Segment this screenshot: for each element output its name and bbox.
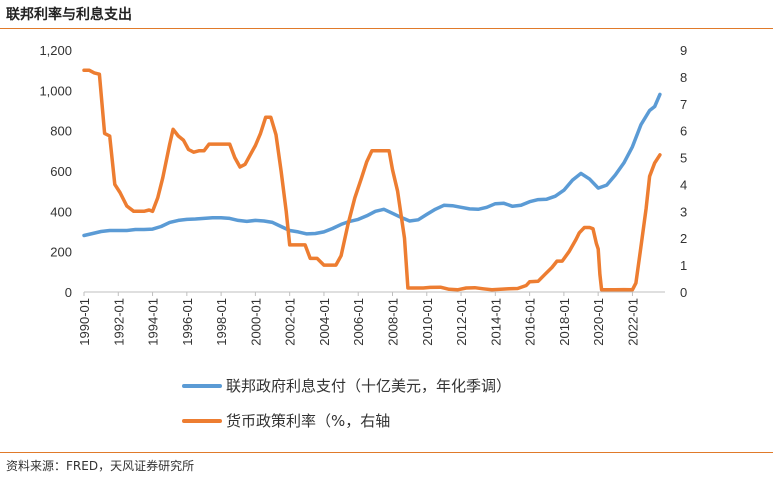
left-axis-ticks: 0 200 400 600 800 1,000 1,200 bbox=[39, 43, 72, 300]
x-tick-label: 1996-01 bbox=[180, 298, 195, 346]
x-tick-label: 2004-01 bbox=[317, 298, 332, 346]
x-tick-label: 2000-01 bbox=[248, 298, 263, 346]
x-tick-label: 2016-01 bbox=[523, 298, 538, 346]
right-axis-ticks: 0 1 2 3 4 5 6 7 8 9 bbox=[680, 43, 687, 300]
right-tick-label: 8 bbox=[680, 70, 687, 85]
right-tick-label: 6 bbox=[680, 124, 687, 139]
right-tick-label: 3 bbox=[680, 204, 687, 219]
legend-label: 联邦政府利息支付（十亿美元，年化季调） bbox=[226, 377, 511, 395]
policy-rate-line bbox=[82, 68, 662, 292]
legend: 联邦政府利息支付（十亿美元，年化季调） 货币政策利率（%，右轴 bbox=[182, 377, 511, 430]
x-tick-label: 2020-01 bbox=[591, 298, 606, 346]
x-tick-label: 2018-01 bbox=[557, 298, 572, 346]
left-tick-label: 1,000 bbox=[39, 83, 72, 98]
bottom-rule bbox=[0, 452, 773, 453]
right-tick-label: 0 bbox=[680, 285, 687, 300]
left-tick-label: 1,200 bbox=[39, 43, 72, 58]
right-tick-label: 4 bbox=[680, 177, 687, 192]
chart-title: 联邦利率与利息支出 bbox=[6, 7, 132, 23]
x-tick-label: 2002-01 bbox=[283, 298, 298, 346]
x-tick-label: 2014-01 bbox=[488, 298, 503, 346]
top-rule bbox=[0, 28, 773, 29]
right-tick-label: 1 bbox=[680, 258, 687, 273]
x-tick-label: 2012-01 bbox=[454, 298, 469, 346]
interest-payments-line bbox=[82, 92, 662, 238]
x-tick-label: 2010-01 bbox=[420, 298, 435, 346]
left-tick-label: 800 bbox=[50, 124, 72, 139]
x-tick-label: 1994-01 bbox=[146, 298, 161, 346]
x-tick-label: 2008-01 bbox=[385, 298, 400, 346]
right-tick-label: 5 bbox=[680, 151, 687, 166]
legend-label: 货币政策利率（%，右轴 bbox=[226, 412, 390, 430]
x-tick-label: 1992-01 bbox=[111, 298, 126, 346]
left-tick-label: 0 bbox=[65, 285, 72, 300]
x-axis-ticks: 1990-01 1992-01 1994-01 1996-01 1998-01 2000-… bbox=[77, 292, 640, 346]
left-tick-label: 400 bbox=[50, 204, 72, 219]
right-tick-label: 7 bbox=[680, 97, 687, 112]
source-note: 资料来源：FRED，天风证券研究所 bbox=[6, 459, 195, 473]
left-tick-label: 200 bbox=[50, 245, 72, 260]
x-tick-label: 2006-01 bbox=[351, 298, 366, 346]
left-tick-label: 600 bbox=[50, 164, 72, 179]
x-tick-label: 1998-01 bbox=[214, 298, 229, 346]
x-tick-label: 1990-01 bbox=[77, 298, 92, 346]
right-tick-label: 2 bbox=[680, 231, 687, 246]
series-lines bbox=[82, 68, 662, 292]
x-tick-label: 2022-01 bbox=[625, 298, 640, 346]
right-tick-label: 9 bbox=[680, 43, 687, 58]
